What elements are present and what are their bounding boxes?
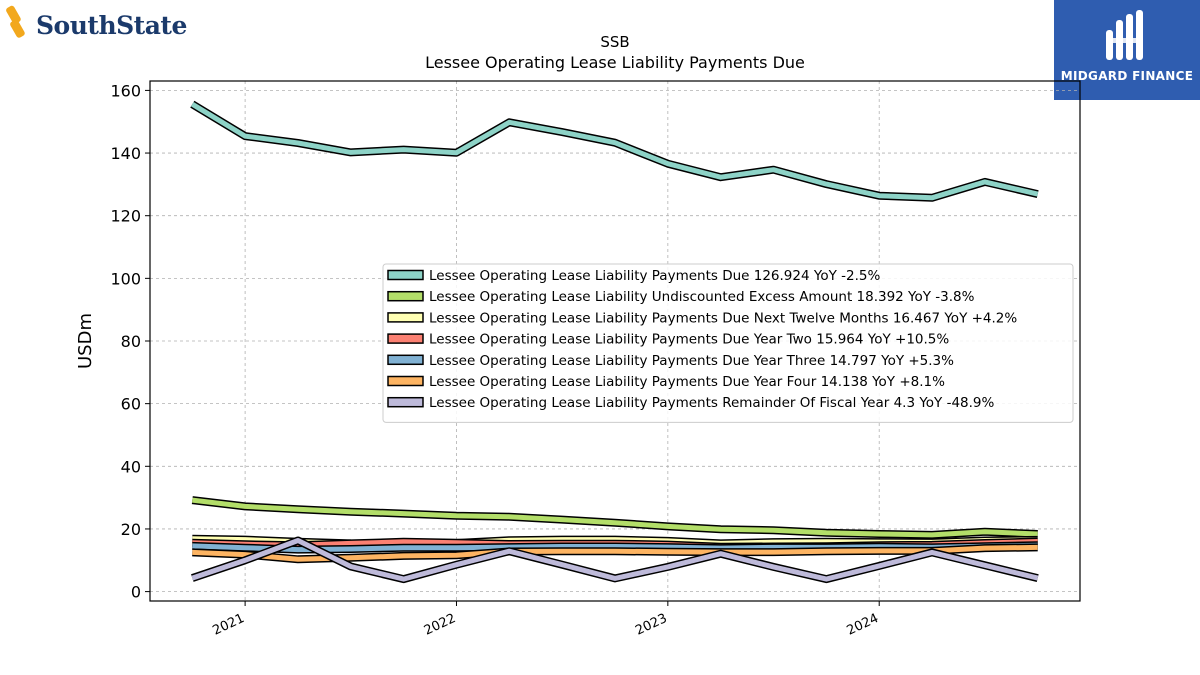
chart-title: SSB [600,33,630,51]
midgard-mark-icon [1106,10,1143,60]
series-line [192,497,1038,538]
legend-item: Lessee Operating Lease Liability Undisco… [387,289,975,305]
y-axis-label: USDm [75,313,96,369]
y-axis: 0 20 40 60 80 100 120 140 160 [110,81,150,602]
southstate-wordmark: SouthState [36,10,187,40]
legend-item: Lessee Operating Lease Liability Payment… [387,268,880,284]
legend-item: Lessee Operating Lease Liability Payment… [387,310,1017,326]
legend-label: Lessee Operating Lease Liability Payment… [429,374,945,390]
legend-swatch [387,333,424,344]
legend-label: Lessee Operating Lease Liability Undisco… [429,289,975,305]
y-tick-label: 140 [110,144,141,163]
y-tick-label: 0 [131,583,141,602]
x-tick-label: 2024 [845,611,881,639]
legend-swatch [387,354,424,366]
x-tick-label: 2023 [633,611,669,639]
legend-label: Lessee Operating Lease Liability Payment… [429,332,949,348]
legend-swatch [387,312,424,323]
southstate-logo: SouthState [4,4,194,46]
y-tick-label: 40 [121,457,141,476]
southstate-mark-icon [6,5,25,38]
x-tick-label: 2022 [422,611,458,639]
series-1 [190,100,1039,202]
y-tick-label: 160 [110,81,141,100]
legend-box [382,263,1074,423]
legend-item: Lessee Operating Lease Liability Payment… [387,395,995,411]
series-outline [191,496,1038,539]
x-axis: 2021 2022 2023 2024 [210,601,881,639]
chart-subtitle: Lessee Operating Lease Liability Payment… [425,53,805,72]
legend-label: Lessee Operating Lease Liability Payment… [429,310,1017,326]
legend-label: Lessee Operating Lease Liability Payment… [429,353,954,369]
y-tick-label: 80 [121,332,141,351]
y-tick-label: 100 [110,269,141,288]
legend-swatch [387,269,424,281]
y-tick-label: 60 [121,395,141,414]
midgard-wordmark: MIDGARD FINANCE [1060,69,1194,83]
midgard-finance-logo: MIDGARD FINANCE [1054,0,1200,100]
legend-item: Lessee Operating Lease Liability Payment… [387,353,954,369]
series-line [191,538,1039,582]
legend-swatch [387,375,424,387]
legend-label: Lessee Operating Lease Liability Payment… [429,395,995,411]
legend-item: Lessee Operating Lease Liability Payment… [387,332,949,348]
legend-swatch [387,290,424,302]
series-line [191,102,1039,201]
y-tick-label: 120 [110,207,141,226]
legend: Lessee Operating Lease Liability Payment… [382,263,1074,423]
legend-swatch [387,396,424,408]
series-outline [190,100,1039,202]
series-7 [191,536,1039,584]
series-lines [190,100,1039,584]
legend-item: Lessee Operating Lease Liability Payment… [387,374,945,390]
x-tick-label: 2021 [210,611,246,639]
series-2 [191,496,1038,539]
legend-label: Lessee Operating Lease Liability Payment… [429,268,880,284]
y-tick-label: 20 [121,520,141,539]
